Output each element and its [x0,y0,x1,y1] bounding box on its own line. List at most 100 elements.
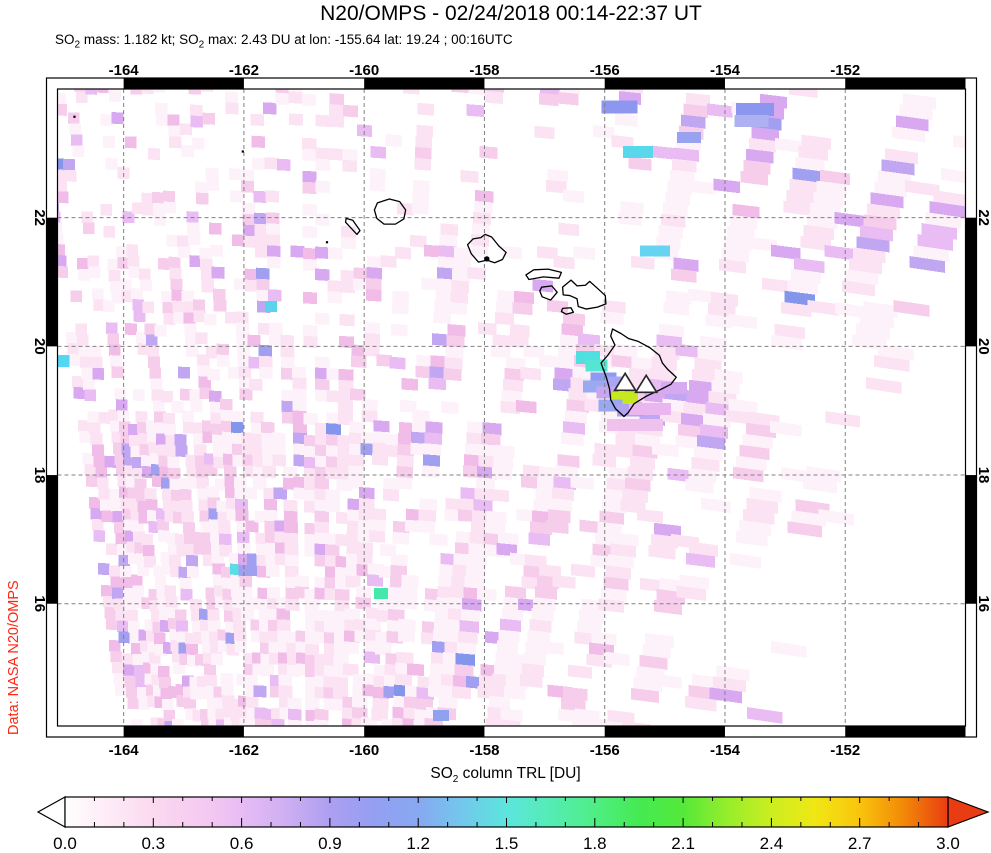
scatter-pixel [256,289,271,302]
scatter-pixel [867,203,901,220]
scatter-pixel [131,456,144,469]
scatter-pixel [302,148,317,162]
scatter-pixel [174,433,187,447]
scatter-pixel [168,256,181,269]
scatter-pixel [622,720,651,726]
scatter-pixel [357,541,373,555]
scatter-pixel [275,89,290,95]
scatter-pixel [493,455,514,470]
scatter-pixel [265,190,279,203]
scatter-pixel [90,508,103,520]
scatter-pixel [691,456,720,472]
scatter-pixel [356,552,373,566]
scatter-pixel [200,258,213,271]
scatter-pixel [625,477,651,492]
so2-pixel-field [57,89,966,726]
scatter-pixel [628,156,652,171]
scatter-pixel [953,135,966,149]
scatter-pixel [337,412,353,426]
scatter-pixel [192,299,206,312]
scatter-pixel [126,609,138,622]
scatter-pixel [221,684,234,697]
scatter-pixel [149,453,162,466]
scatter-pixel [856,236,890,253]
scatter-pixel [415,135,433,149]
scatter-pixel [212,434,225,447]
scatter-pixel [142,544,155,557]
scatter-pixel [500,618,522,633]
scatter-pixel [373,431,390,444]
scatter-pixel [165,434,178,447]
scatter-pixel [158,257,171,271]
scatter-pixel [465,565,486,579]
scatter-pixel [761,277,792,293]
scatter-pixel [446,335,465,349]
scatter-pixel [207,368,221,381]
scatter-pixel [121,576,134,589]
scatter-pixel [302,258,318,272]
scatter-pixel [631,356,656,371]
frame-black-segment [364,78,485,89]
scatter-pixel [148,356,160,369]
scatter-pixel [216,343,230,356]
axis-labels: -164 -164 -162 -162 -160 -160 -158 -158 -156 -156… [31,62,991,759]
scatter-pixel [78,420,90,432]
scatter-pixel [368,530,385,543]
scatter-pixel [342,159,358,173]
scatter-pixel [190,400,203,413]
scatter-pixel [340,280,356,294]
scatter-pixel [235,311,249,324]
scatter-pixel [327,247,343,260]
scatter-pixel [688,288,715,304]
scatter-pixel [727,225,755,241]
scatter-pixel [173,662,185,675]
scatter-pixel [133,467,145,480]
scatter-pixel [98,411,111,424]
scatter-pixel [284,554,299,568]
scatter-pixel [166,445,179,458]
scatter-pixel [398,618,416,632]
scatter-pixel [372,697,389,711]
scatter-pixel [154,213,167,227]
scatter-pixel [396,651,414,665]
scatter-pixel [613,343,638,358]
scatter-pixel [315,312,330,326]
scatter-pixel [144,555,156,568]
scatter-pixel [571,563,595,578]
scatter-pixel [115,532,128,545]
lat-tick-label-right: 18 [975,467,991,484]
scatter-pixel [241,608,254,621]
so2-data-pixel [640,245,671,257]
scatter-pixel [627,466,653,481]
scatter-pixel [563,189,585,204]
scatter-pixel [845,269,879,286]
scatter-pixel [248,356,262,369]
scatter-pixel [548,509,571,523]
scatter-pixel [751,126,779,142]
scatter-pixel [67,343,79,355]
scatter-pixel [71,376,84,388]
scatter-pixel [714,368,743,384]
scatter-pixel [630,255,655,270]
scatter-pixel [281,367,295,381]
scatter-pixel [221,431,235,444]
scatter-pixel [179,123,193,136]
graticule [57,89,966,726]
scatter-pixel [314,466,330,480]
scatter-pixel [395,476,413,490]
scatter-pixel [167,456,180,469]
scatter-pixel [120,279,132,292]
scatter-pixel [349,432,365,445]
colorbar-over-arrow [947,796,990,828]
colorbar-label-text: column TRL [DU] [458,765,581,782]
scatter-pixel [607,709,635,725]
lon-tick-label-top: -160 [349,62,379,79]
scatter-pixel [280,345,295,359]
scatter-pixel [739,444,770,461]
scatter-pixel [508,334,529,349]
scatter-pixel [127,620,140,633]
scatter-pixel [231,432,245,445]
frame-black-segment [46,217,58,347]
scatter-pixel [338,401,354,415]
